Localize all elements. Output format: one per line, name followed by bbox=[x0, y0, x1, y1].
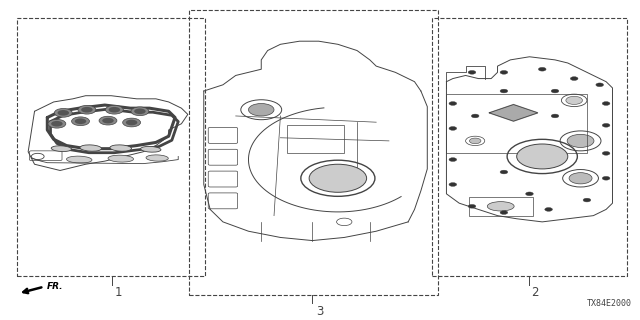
Circle shape bbox=[602, 124, 610, 127]
Circle shape bbox=[309, 164, 367, 192]
Bar bbox=[287, 125, 344, 153]
Circle shape bbox=[469, 138, 481, 144]
Circle shape bbox=[449, 102, 457, 105]
Ellipse shape bbox=[51, 146, 72, 152]
Text: 3: 3 bbox=[316, 305, 324, 318]
Circle shape bbox=[102, 118, 114, 124]
Circle shape bbox=[449, 126, 457, 130]
Circle shape bbox=[72, 117, 90, 126]
Circle shape bbox=[449, 158, 457, 162]
Circle shape bbox=[75, 118, 86, 124]
Circle shape bbox=[248, 103, 274, 116]
Circle shape bbox=[54, 108, 72, 117]
Circle shape bbox=[51, 121, 63, 126]
Ellipse shape bbox=[80, 145, 102, 151]
Circle shape bbox=[81, 107, 93, 113]
Bar bbox=[447, 94, 587, 153]
Circle shape bbox=[78, 105, 96, 114]
Circle shape bbox=[123, 118, 141, 127]
Circle shape bbox=[500, 211, 508, 214]
Circle shape bbox=[468, 204, 476, 208]
Ellipse shape bbox=[110, 145, 132, 151]
Circle shape bbox=[471, 114, 479, 118]
Circle shape bbox=[525, 192, 533, 196]
Circle shape bbox=[551, 89, 559, 93]
Circle shape bbox=[99, 116, 117, 125]
Circle shape bbox=[449, 183, 457, 186]
Circle shape bbox=[516, 144, 568, 169]
Circle shape bbox=[48, 119, 66, 128]
Circle shape bbox=[131, 107, 149, 116]
Bar bbox=[17, 18, 205, 276]
Circle shape bbox=[567, 134, 594, 148]
Circle shape bbox=[602, 102, 610, 105]
Text: FR.: FR. bbox=[47, 282, 63, 291]
Circle shape bbox=[538, 68, 546, 71]
Circle shape bbox=[602, 151, 610, 155]
Circle shape bbox=[500, 89, 508, 93]
Text: 1: 1 bbox=[115, 286, 123, 300]
Circle shape bbox=[106, 105, 124, 114]
Bar bbox=[189, 10, 438, 295]
Ellipse shape bbox=[141, 147, 161, 152]
Text: TX84E2000: TX84E2000 bbox=[587, 300, 632, 308]
Circle shape bbox=[602, 176, 610, 180]
Circle shape bbox=[583, 198, 591, 202]
Circle shape bbox=[596, 83, 604, 87]
Circle shape bbox=[468, 70, 476, 74]
Ellipse shape bbox=[108, 155, 134, 162]
Circle shape bbox=[500, 70, 508, 74]
Circle shape bbox=[134, 108, 146, 114]
Text: 2: 2 bbox=[531, 286, 539, 300]
Polygon shape bbox=[489, 105, 538, 121]
Circle shape bbox=[109, 107, 120, 113]
Ellipse shape bbox=[146, 155, 168, 161]
Circle shape bbox=[569, 173, 592, 184]
Circle shape bbox=[545, 208, 552, 211]
Circle shape bbox=[500, 170, 508, 174]
Ellipse shape bbox=[67, 156, 92, 163]
Circle shape bbox=[566, 96, 582, 104]
Circle shape bbox=[570, 77, 578, 80]
Circle shape bbox=[126, 120, 138, 125]
Ellipse shape bbox=[487, 202, 514, 211]
Bar bbox=[468, 197, 532, 216]
Circle shape bbox=[58, 110, 69, 116]
Bar bbox=[432, 18, 627, 276]
Circle shape bbox=[551, 114, 559, 118]
